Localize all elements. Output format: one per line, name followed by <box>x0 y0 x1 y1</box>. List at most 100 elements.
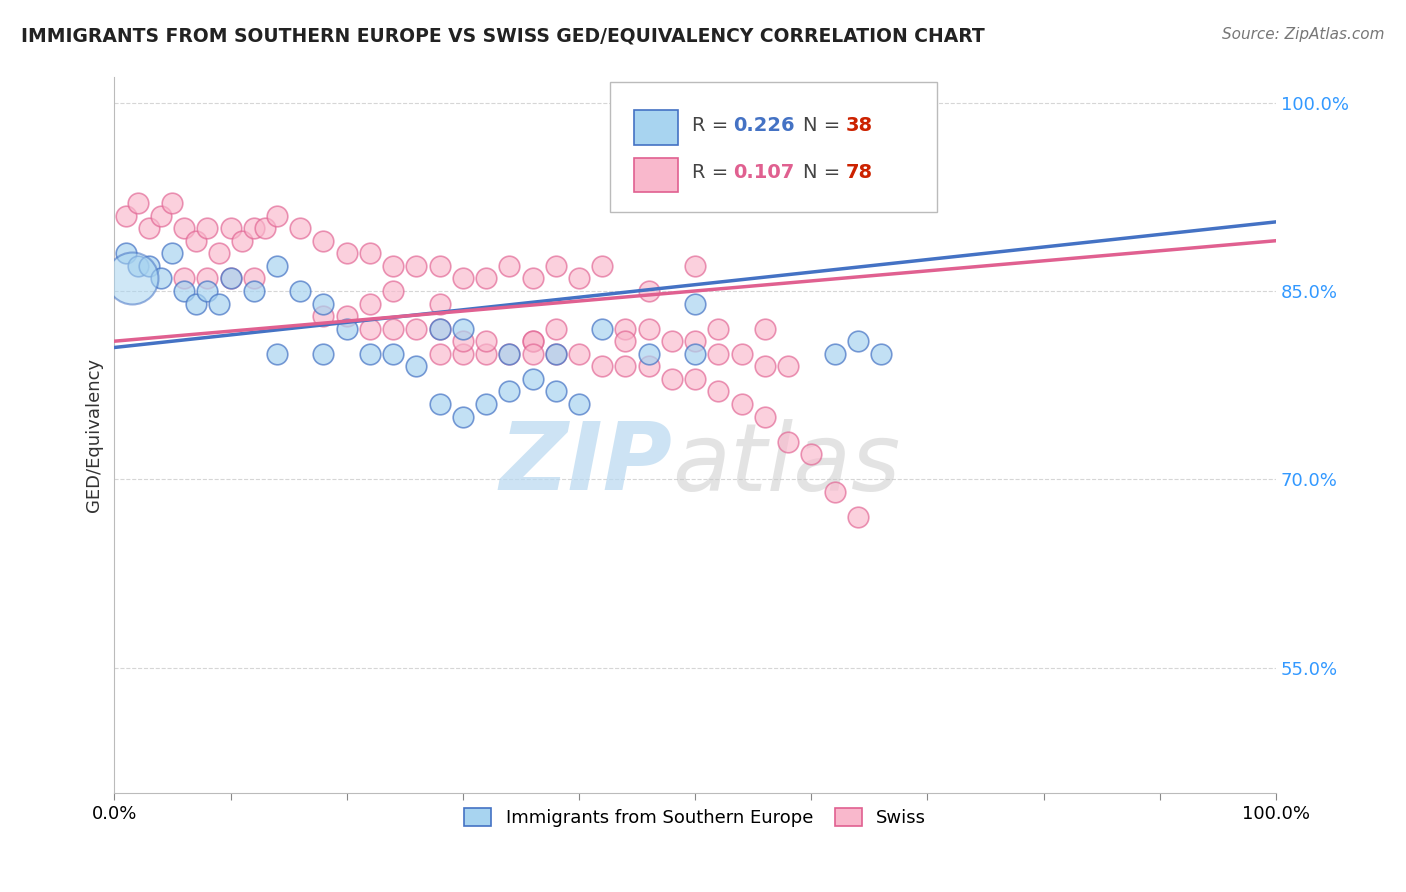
Point <box>451 334 474 349</box>
FancyBboxPatch shape <box>610 82 936 212</box>
Bar <box>634 111 678 145</box>
Point <box>312 234 335 248</box>
Point <box>544 347 567 361</box>
Point <box>290 221 312 235</box>
Point <box>683 296 706 310</box>
Point <box>127 259 149 273</box>
Point <box>359 296 381 310</box>
Point <box>195 284 218 298</box>
Text: R =: R = <box>692 163 734 182</box>
Point <box>429 259 451 273</box>
Point <box>754 359 776 374</box>
Point <box>683 372 706 386</box>
Point <box>475 397 498 411</box>
Point <box>138 259 160 273</box>
Point <box>266 259 288 273</box>
Point <box>243 221 266 235</box>
Point <box>231 234 253 248</box>
Point <box>359 321 381 335</box>
Text: ZIP: ZIP <box>499 418 672 510</box>
Point <box>568 397 591 411</box>
Point <box>173 271 195 285</box>
Point <box>683 347 706 361</box>
Point <box>162 196 184 211</box>
Point <box>195 221 218 235</box>
Point <box>336 246 359 260</box>
Point <box>754 409 776 424</box>
Point <box>115 209 138 223</box>
Point <box>870 347 893 361</box>
Point <box>219 271 242 285</box>
Point <box>568 271 591 285</box>
Point <box>405 321 427 335</box>
Point <box>707 321 730 335</box>
Point <box>568 347 591 361</box>
Point <box>824 347 846 361</box>
Point <box>208 246 231 260</box>
Point <box>429 321 451 335</box>
Point <box>266 347 288 361</box>
Point <box>614 334 637 349</box>
Point <box>208 296 231 310</box>
Point <box>707 384 730 399</box>
Point <box>544 347 567 361</box>
Point <box>754 321 776 335</box>
Point <box>382 259 405 273</box>
Point <box>522 334 544 349</box>
Point <box>451 409 474 424</box>
Point <box>707 347 730 361</box>
Point <box>219 271 242 285</box>
Point <box>184 296 207 310</box>
Point <box>522 334 544 349</box>
Y-axis label: GED/Equivalency: GED/Equivalency <box>86 359 103 513</box>
Point <box>382 284 405 298</box>
Text: N =: N = <box>803 163 846 182</box>
Point <box>522 271 544 285</box>
Point <box>405 259 427 273</box>
Point <box>121 271 143 285</box>
Point <box>730 397 752 411</box>
Text: atlas: atlas <box>672 418 900 509</box>
Point <box>637 284 659 298</box>
Point <box>359 246 381 260</box>
Point <box>254 221 277 235</box>
Point <box>451 271 474 285</box>
Text: 0.226: 0.226 <box>734 116 796 135</box>
Point <box>661 372 683 386</box>
Point <box>591 321 613 335</box>
Point <box>591 259 613 273</box>
Point <box>195 271 218 285</box>
Point <box>429 347 451 361</box>
Point <box>475 347 498 361</box>
Point <box>475 334 498 349</box>
Point <box>683 334 706 349</box>
Point <box>243 271 266 285</box>
Point <box>846 510 869 524</box>
Point <box>429 296 451 310</box>
Point <box>382 321 405 335</box>
Text: R =: R = <box>692 116 734 135</box>
Point <box>405 359 427 374</box>
Point <box>637 359 659 374</box>
Text: 38: 38 <box>846 116 873 135</box>
Point <box>544 384 567 399</box>
Point <box>800 447 823 461</box>
Point <box>173 221 195 235</box>
Point <box>290 284 312 298</box>
Point <box>149 209 172 223</box>
Point <box>429 397 451 411</box>
Point <box>451 321 474 335</box>
Point <box>266 209 288 223</box>
Point <box>336 309 359 323</box>
Text: 0.107: 0.107 <box>734 163 794 182</box>
Point <box>544 321 567 335</box>
Point <box>522 372 544 386</box>
Point <box>173 284 195 298</box>
Point <box>451 347 474 361</box>
Point <box>138 221 160 235</box>
Text: Source: ZipAtlas.com: Source: ZipAtlas.com <box>1222 27 1385 42</box>
Point <box>382 347 405 361</box>
Point <box>846 334 869 349</box>
Point <box>824 484 846 499</box>
Point <box>162 246 184 260</box>
